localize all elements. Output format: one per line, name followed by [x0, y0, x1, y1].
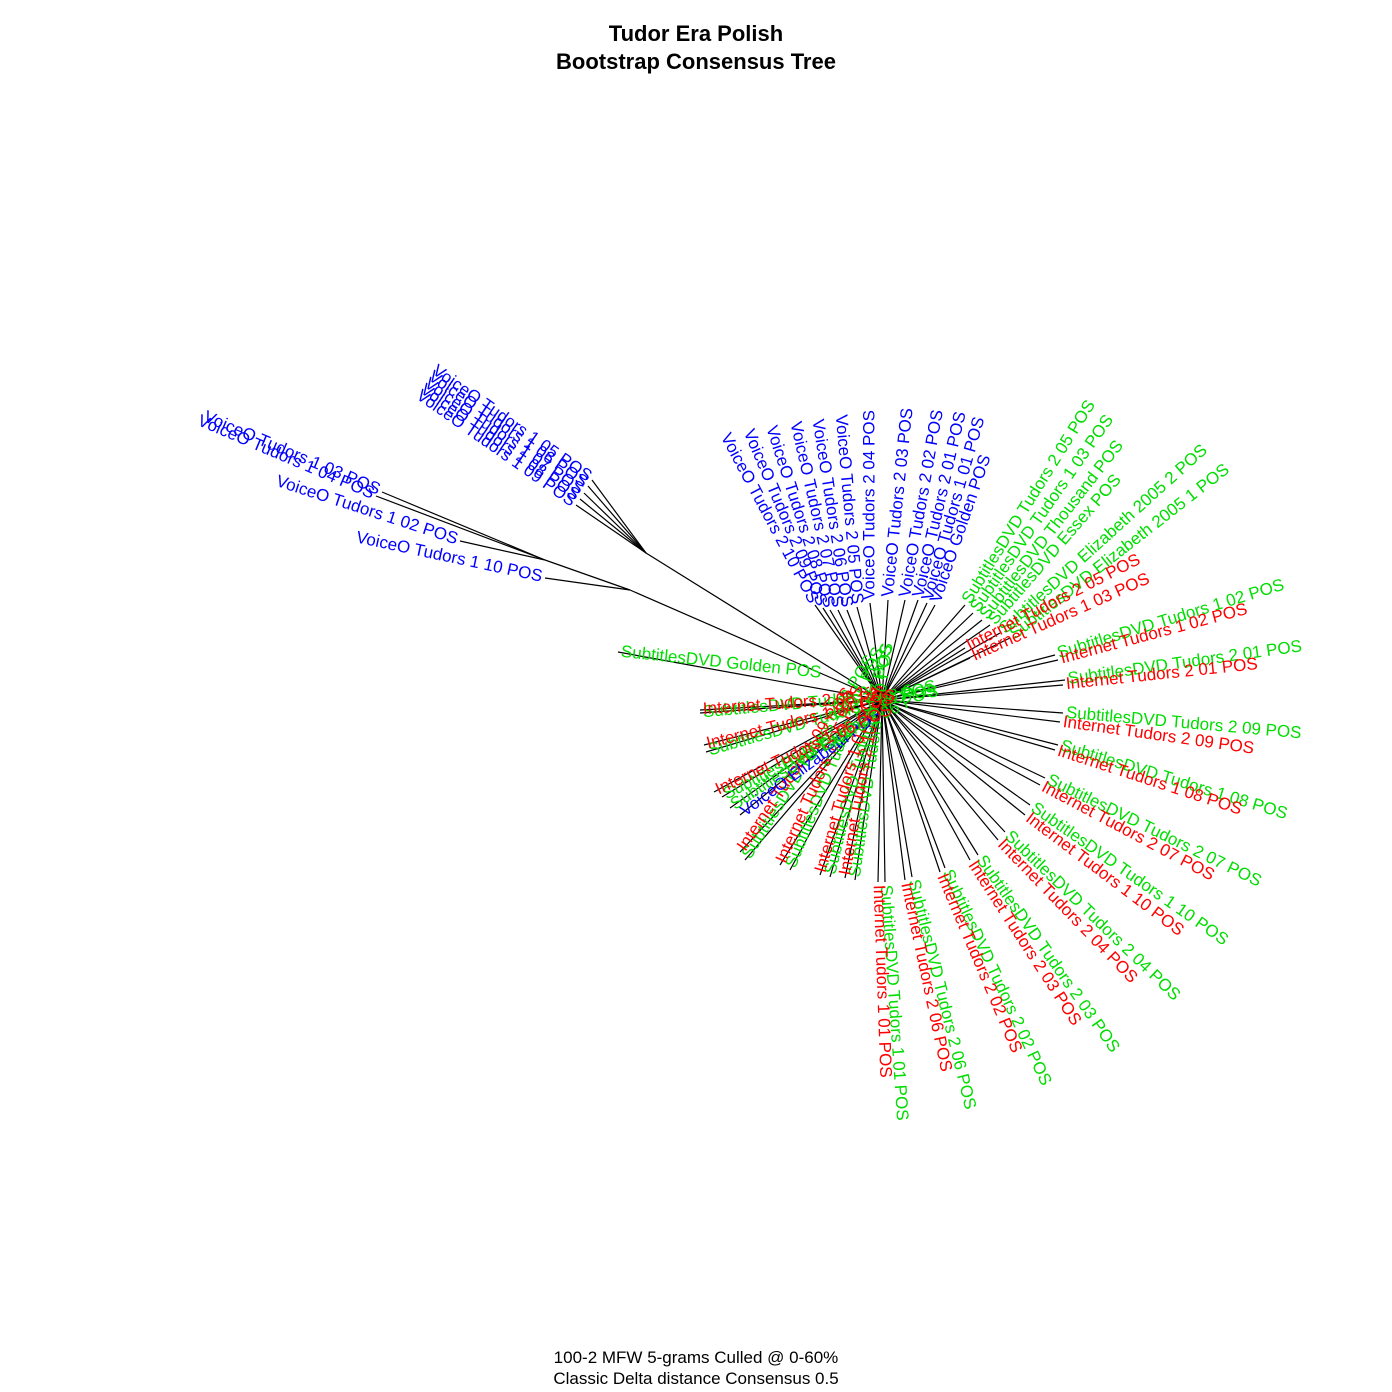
leaf-branch [856, 606, 883, 701]
leaf-branch [739, 699, 883, 816]
leaf-branch [881, 699, 979, 856]
leaf-label: SubtitlesDVD Golden POS [620, 642, 822, 682]
caption-line1: 100-2 MFW 5-grams Culled @ 0-60% [553, 1348, 839, 1367]
leaf-branch [881, 699, 1041, 786]
leaf-branch [703, 699, 883, 746]
leaf-branch [699, 699, 883, 711]
leaf-branch [381, 491, 546, 561]
leaf-branch [729, 699, 883, 809]
leaf-branch [869, 602, 883, 701]
leaf-branch [881, 699, 1006, 833]
leaf-branch [881, 679, 1066, 701]
leaf-branch [713, 699, 883, 793]
leaf-branch [579, 498, 647, 554]
leaf-branch [587, 485, 647, 554]
leaf-branch [881, 612, 974, 701]
leaf-branch [881, 699, 1046, 779]
leaf-branch [881, 699, 1056, 751]
leaf-branch [779, 699, 883, 866]
leaf-branch [591, 479, 647, 554]
leaf-branch [881, 599, 889, 701]
leaf-branch [846, 609, 883, 701]
leaf-branch [881, 602, 928, 701]
leaf-branch [739, 699, 883, 853]
leaf-branch [881, 699, 1061, 723]
leaf-branch [881, 699, 913, 878]
leaf-branch [583, 492, 647, 554]
leaf-branch [881, 657, 971, 701]
leaf-branch [881, 699, 999, 841]
leaf-branch [375, 495, 546, 561]
leaf-branch [744, 699, 883, 861]
leaf-branch [721, 699, 883, 798]
leaf-branch [881, 699, 886, 883]
leaf-branch [881, 699, 941, 873]
leaf-branch [881, 699, 1064, 714]
leaf-branch [881, 647, 966, 701]
leaf-branch [854, 699, 883, 881]
leaf-branch [881, 604, 936, 701]
leaf-branch [881, 699, 1026, 816]
leaf-branch [575, 504, 647, 554]
caption-line2: Classic Delta distance Consensus 0.5 [553, 1369, 839, 1388]
leaf-branch [881, 699, 946, 869]
leaf-branch [881, 619, 983, 701]
internal-branch [629, 589, 883, 701]
leaf-branch [881, 599, 906, 701]
leaf-branch [881, 632, 1001, 701]
leaf-branch [705, 699, 883, 753]
figure-title-line1: Tudor Era Polish [608, 21, 784, 46]
leaf-branch [881, 659, 1059, 701]
leaf-branch [881, 699, 906, 881]
leaf-branch [877, 699, 883, 883]
leaf-branch [814, 604, 883, 701]
leaf-branch [881, 699, 1031, 806]
leaf-branch [881, 699, 971, 861]
leaf-branch [881, 654, 1056, 701]
tree-branches [375, 479, 1066, 883]
leaf-branch [881, 624, 991, 701]
leaf-branch [617, 651, 883, 701]
leaf-branch [829, 609, 883, 701]
leaf-branch [881, 684, 1064, 701]
internal-branch [544, 559, 631, 591]
leaf-branch [459, 540, 546, 561]
leaf-branch [881, 604, 966, 701]
leaf-branch [881, 599, 919, 701]
figure-title-line2: Bootstrap Consensus Tree [556, 49, 836, 74]
leaf-branch [844, 699, 883, 879]
leaf-branch [819, 699, 883, 876]
leaf-branch [881, 699, 1059, 746]
leaf-branch [837, 609, 883, 701]
leaf-branch [544, 577, 631, 591]
leaf-branch [789, 699, 883, 871]
leaf-branch [822, 607, 883, 701]
leaf-label: VoiceO Tudors 2 04 POS [859, 410, 878, 600]
leaf-branch [829, 699, 883, 878]
internal-branch [645, 552, 883, 701]
